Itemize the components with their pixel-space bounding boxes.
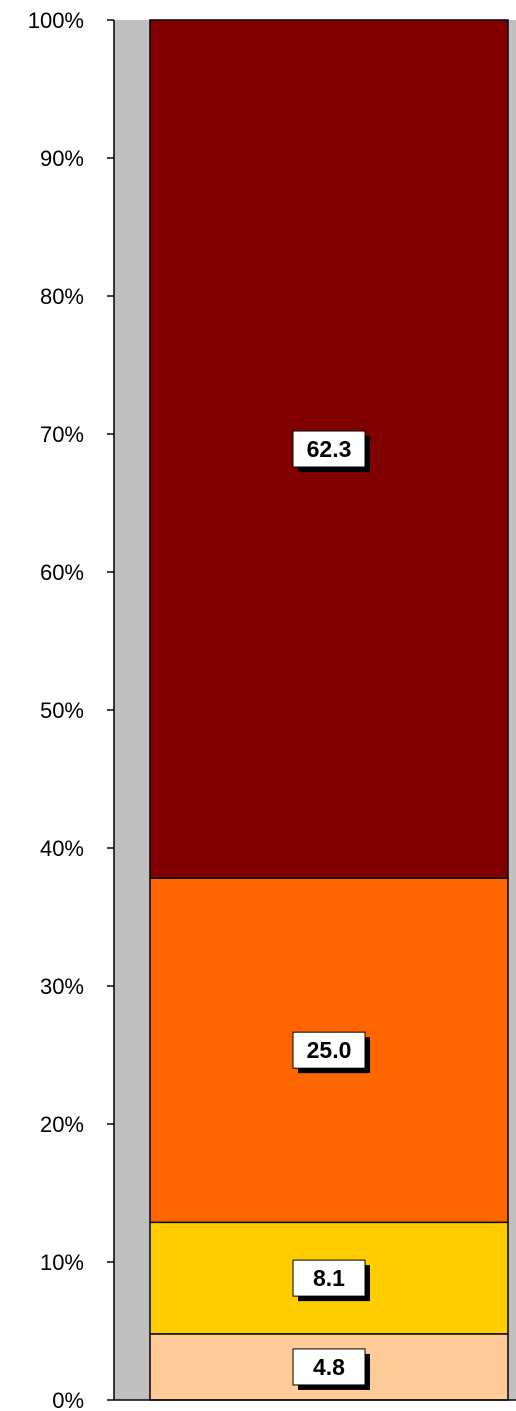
y-tick-label: 50%: [40, 698, 84, 723]
data-label-value: 8.1: [313, 1265, 345, 1291]
data-label-box: [292, 1348, 366, 1386]
y-tick-label: 90%: [40, 146, 84, 171]
y-axis-ticks: 0% 10% 20% 30% 40% 50% 60% 70% 80% 90% 100%: [28, 8, 114, 1411]
data-label-box: [292, 1259, 366, 1297]
data-labels: 4.8 8.1 25.0 62.3: [292, 430, 370, 1390]
y-tick-label: 70%: [40, 422, 84, 447]
y-tick-label: 20%: [40, 1112, 84, 1137]
data-label-box: [292, 430, 366, 468]
data-label-value: 4.8: [313, 1354, 345, 1380]
data-label-value: 25.0: [307, 1037, 352, 1063]
data-label-box: [292, 1031, 366, 1069]
data-label-3: 25.0: [292, 1031, 370, 1074]
y-tick-label: 80%: [40, 284, 84, 309]
y-tick-label: 0%: [52, 1388, 84, 1411]
data-label-4: 62.3: [292, 430, 370, 473]
data-label-2: 8.1: [292, 1259, 370, 1302]
y-tick-label: 100%: [28, 8, 84, 33]
y-tick-label: 40%: [40, 836, 84, 861]
y-tick-label: 10%: [40, 1250, 84, 1275]
bar-segments: [149, 19, 509, 1401]
y-tick-label: 60%: [40, 560, 84, 585]
y-tick-label: 30%: [40, 974, 84, 999]
data-label-value: 62.3: [307, 436, 352, 462]
data-label-1: 4.8: [292, 1348, 370, 1390]
